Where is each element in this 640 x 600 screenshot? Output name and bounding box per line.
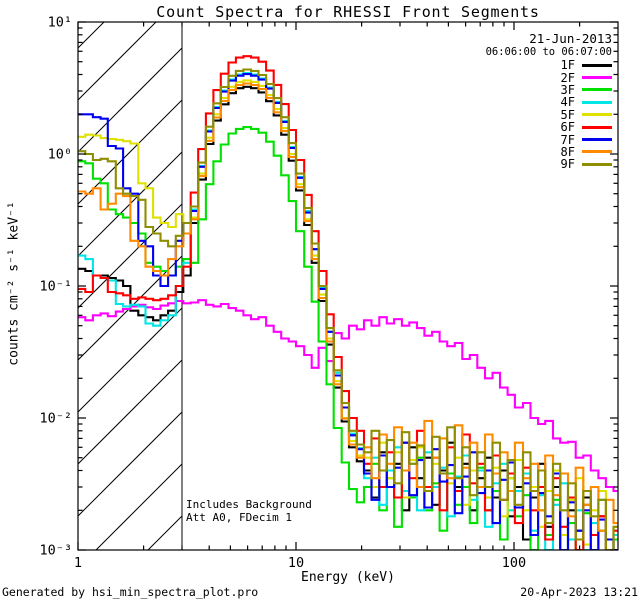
- legend-row-1F: 1F: [486, 59, 612, 71]
- footer-generator-text: Generated by hsi_min_spectra_plot.pro: [2, 585, 259, 599]
- legend-row-3F: 3F: [486, 84, 612, 96]
- legend-swatch-4F: [582, 100, 612, 104]
- legend-label-8F: 8F: [560, 144, 575, 159]
- legend: 21-Jun-2013 06:06:00 to 06:07:00 1F 2F 3F 4…: [486, 32, 612, 171]
- x-tick-label: 100: [502, 555, 526, 571]
- legend-label-4F: 4F: [560, 95, 575, 110]
- legend-swatch-8F: [582, 150, 612, 154]
- legend-label-2F: 2F: [560, 70, 575, 85]
- series-line-9F: [78, 68, 618, 550]
- legend-row-5F: 5F: [486, 109, 612, 121]
- legend-row-6F: 6F: [486, 121, 612, 133]
- y-tick-label: 10⁻³: [39, 543, 72, 559]
- legend-label-3F: 3F: [560, 82, 575, 97]
- legend-row-7F: 7F: [486, 132, 612, 147]
- legend-swatch-2F: [582, 76, 612, 80]
- legend-swatch-7F: [582, 138, 612, 142]
- legend-label-9F: 9F: [560, 157, 575, 172]
- legend-row-2F: 2F: [486, 70, 612, 85]
- hatch-line: [78, 359, 183, 465]
- annotation-background-note: Includes Background: [186, 498, 312, 511]
- legend-label-7F: 7F: [560, 132, 575, 147]
- legend-time-range: 06:06:00 to 06:07:00: [485, 46, 612, 58]
- legend-row-8F: 8F: [486, 146, 612, 158]
- legend-row-4F: 4F: [486, 96, 612, 108]
- legend-date: 21-Jun-2013: [529, 31, 612, 46]
- hatch-line: [147, 515, 183, 550]
- hatch-line: [78, 307, 183, 413]
- y-tick-label: 10⁰: [48, 147, 72, 163]
- x-axis-title: Energy (keV): [301, 570, 395, 585]
- hatch-line: [95, 463, 183, 550]
- legend-swatch-5F: [582, 113, 612, 117]
- footer-timestamp: 20-Apr-2023 13:21: [520, 585, 638, 599]
- plot-title: Count Spectra for RHESSI Front Segments: [156, 3, 540, 21]
- y-axis-title: counts cm⁻² s⁻¹ keV⁻¹: [6, 201, 22, 366]
- y-tick-label: 10¹: [48, 15, 72, 31]
- x-tick-label: 1: [74, 555, 82, 571]
- axis-ticks: [77, 21, 618, 551]
- plot-annotation: Includes Background Att A0, FDecim 1: [186, 498, 312, 524]
- hatch-line: [78, 22, 157, 101]
- y-tick-label: 10⁻¹: [39, 279, 72, 295]
- hatch-line: [78, 411, 183, 517]
- legend-swatch-3F: [582, 88, 612, 92]
- legend-row-9F: 9F: [486, 158, 612, 170]
- y-tick-label: 10⁻²: [39, 411, 72, 427]
- legend-label-5F: 5F: [560, 107, 575, 122]
- hatch-line: [78, 99, 183, 205]
- annotation-attenuator-note: Att A0, FDecim 1: [186, 511, 292, 524]
- hatch-line: [78, 22, 105, 49]
- legend-entries: 1F 2F 3F 4F 5F 6F 7F 8F 9F: [486, 59, 612, 171]
- series-line-2F: [78, 299, 618, 493]
- legend-swatch-6F: [582, 125, 612, 129]
- hatch-line: [78, 203, 183, 309]
- legend-swatch-9F: [582, 162, 612, 166]
- legend-label-1F: 1F: [560, 58, 575, 73]
- x-tick-label: 10: [288, 555, 304, 571]
- legend-label-6F: 6F: [560, 120, 575, 135]
- legend-swatch-1F: [582, 63, 612, 67]
